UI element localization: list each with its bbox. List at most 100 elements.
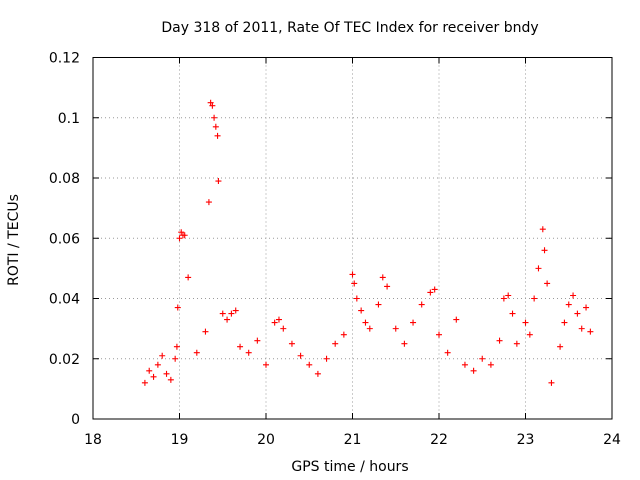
data-point: [150, 373, 157, 380]
data-point: [323, 355, 330, 362]
data-point: [237, 343, 244, 350]
data-point: [205, 199, 212, 206]
data-point: [358, 307, 365, 314]
data-point: [280, 325, 287, 332]
data-point: [185, 274, 192, 281]
data-point: [214, 132, 221, 139]
x-tick-label: 18: [84, 432, 102, 448]
x-tick-labels: 18 19 20 21 22 23 24: [84, 432, 621, 448]
y-tick-label: 0.08: [49, 171, 80, 187]
chart-title: Day 318 of 2011, Rate Of TEC Index for r…: [161, 20, 538, 36]
axis-ticks: [92, 57, 613, 420]
grid: [93, 57, 612, 419]
data-point: [173, 343, 180, 350]
data-point: [479, 355, 486, 362]
y-tick-label: 0.06: [49, 231, 80, 247]
data-point: [163, 370, 170, 377]
data-point: [202, 328, 209, 335]
data-point: [178, 229, 185, 236]
data-point: [379, 274, 386, 281]
data-point: [209, 102, 216, 109]
y-tick-label: 0.04: [49, 292, 80, 308]
data-point: [232, 307, 239, 314]
data-point: [513, 340, 520, 347]
data-point: [505, 292, 512, 299]
y-axis-label: ROTI / TECUs: [6, 194, 22, 286]
x-tick-label: 22: [430, 432, 448, 448]
data-point: [207, 99, 214, 106]
data-point: [461, 361, 468, 368]
data-point: [314, 370, 321, 377]
data-point: [146, 367, 153, 374]
data-point: [211, 114, 218, 121]
data-point: [509, 310, 516, 317]
data-point: [427, 289, 434, 296]
data-point: [418, 301, 425, 308]
data-point: [470, 367, 477, 374]
data-point: [496, 337, 503, 344]
x-tick-label: 21: [344, 432, 362, 448]
data-point: [174, 304, 181, 311]
data-point: [570, 292, 577, 299]
data-point: [297, 352, 304, 359]
data-point: [306, 361, 313, 368]
data-point: [544, 280, 551, 287]
data-point: [453, 316, 460, 323]
data-point: [159, 352, 166, 359]
data-point: [561, 319, 568, 326]
data-point: [288, 340, 295, 347]
data-point: [431, 286, 438, 293]
data-point: [487, 361, 494, 368]
data-point: [578, 325, 585, 332]
data-point: [181, 232, 188, 239]
data-point: [275, 316, 282, 323]
data-point: [565, 301, 572, 308]
data-point: [193, 349, 200, 356]
data-point: [436, 331, 442, 338]
data-point: [587, 328, 594, 335]
data-point: [583, 304, 590, 311]
data-point: [141, 379, 148, 386]
data-point: [557, 343, 564, 350]
data-point: [410, 319, 417, 326]
x-tick-label: 19: [171, 432, 189, 448]
data-point: [167, 376, 174, 383]
data-point: [539, 226, 546, 233]
data-point: [531, 295, 538, 302]
data-point: [574, 310, 581, 317]
x-tick-label: 23: [517, 432, 535, 448]
data-point: [228, 310, 235, 317]
data-point: [522, 319, 529, 326]
data-point: [535, 265, 542, 272]
data-points: [141, 99, 594, 386]
data-point: [154, 361, 161, 368]
data-point: [176, 235, 183, 242]
data-point: [375, 301, 382, 308]
y-tick-label: 0.1: [58, 111, 80, 127]
y-tick-labels: 0 0.02 0.04 0.06 0.08 0.1 0.12: [49, 51, 80, 429]
data-point: [263, 361, 269, 368]
x-tick-label: 20: [257, 432, 275, 448]
data-point: [245, 349, 252, 356]
data-point: [340, 331, 347, 338]
data-point: [392, 325, 399, 332]
data-point: [353, 295, 360, 302]
y-tick-label: 0.02: [49, 352, 80, 368]
y-tick-label: 0.12: [49, 51, 80, 67]
data-point: [224, 316, 231, 323]
data-point: [444, 349, 451, 356]
data-point: [215, 178, 222, 185]
data-point: [254, 337, 261, 344]
data-point: [351, 280, 358, 287]
data-point: [526, 331, 533, 338]
data-point: [212, 123, 219, 130]
data-point: [362, 319, 369, 326]
x-axis-label: GPS time / hours: [291, 459, 408, 475]
data-point: [401, 340, 408, 347]
data-point: [349, 271, 356, 278]
data-point: [172, 355, 179, 362]
data-point: [384, 283, 391, 290]
data-point: [366, 325, 373, 332]
data-point: [332, 340, 339, 347]
